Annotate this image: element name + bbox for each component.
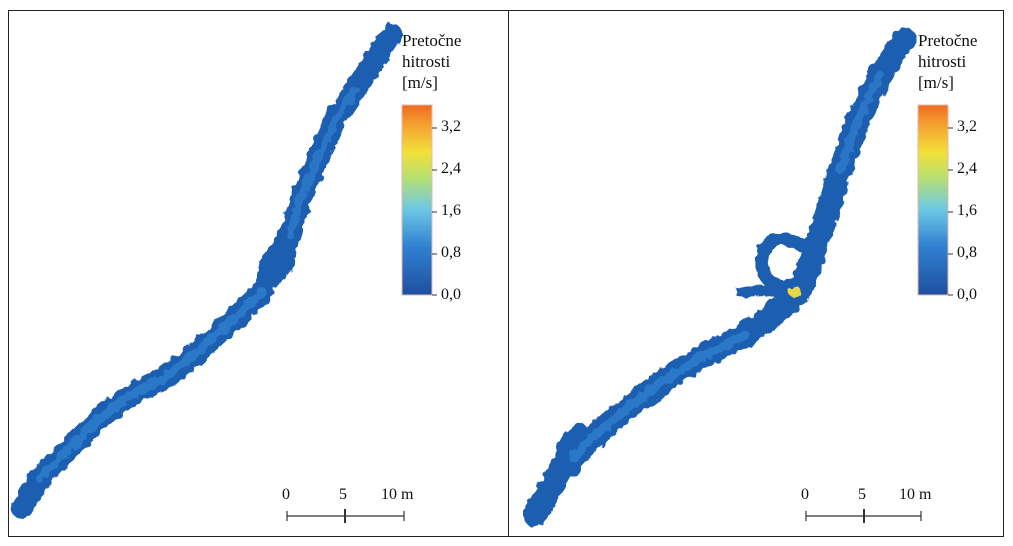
right-scale-label: 10 m bbox=[899, 486, 932, 503]
legend-title-line: [m/s] bbox=[918, 73, 954, 92]
left-tick-label: 0,8 bbox=[441, 244, 461, 261]
figure-frame bbox=[8, 10, 1004, 537]
left-scale-label: 5 bbox=[339, 486, 347, 503]
right-colorbar bbox=[917, 104, 953, 296]
legend-title-line: hitrosti bbox=[402, 52, 451, 71]
left-channel bbox=[11, 24, 403, 519]
right-tick-label: 0,0 bbox=[957, 286, 977, 303]
left-tick-label: 0,0 bbox=[441, 286, 461, 303]
right-legend-title: Pretočne hitrosti [m/s] bbox=[918, 30, 977, 93]
legend-title-line: Pretočne bbox=[402, 31, 462, 50]
left-tick-label: 1,6 bbox=[441, 202, 461, 219]
left-scale-label: 10 m bbox=[381, 486, 414, 503]
right-scale-label: 5 bbox=[858, 486, 866, 503]
left-tick-label: 2,4 bbox=[441, 160, 461, 177]
left-scale-bar bbox=[286, 509, 405, 523]
right-tick-label: 3,2 bbox=[957, 118, 977, 135]
legend-title-line: Pretočne bbox=[918, 31, 978, 50]
right-scale-bar bbox=[805, 509, 922, 523]
left-tick-label: 3,2 bbox=[441, 118, 461, 135]
right-tick-label: 1,6 bbox=[957, 202, 977, 219]
legend-title-line: hitrosti bbox=[918, 52, 967, 71]
left-scale-label: 0 bbox=[282, 486, 290, 503]
right-channel bbox=[523, 28, 917, 527]
right-tick-label: 2,4 bbox=[957, 160, 977, 177]
left-colorbar bbox=[401, 104, 437, 296]
right-tick-label: 0,8 bbox=[957, 244, 977, 261]
right-scale-label: 0 bbox=[801, 486, 809, 503]
panel-divider bbox=[508, 10, 509, 537]
left-legend-title: Pretočne hitrosti [m/s] bbox=[402, 30, 461, 93]
legend-title-line: [m/s] bbox=[402, 73, 438, 92]
